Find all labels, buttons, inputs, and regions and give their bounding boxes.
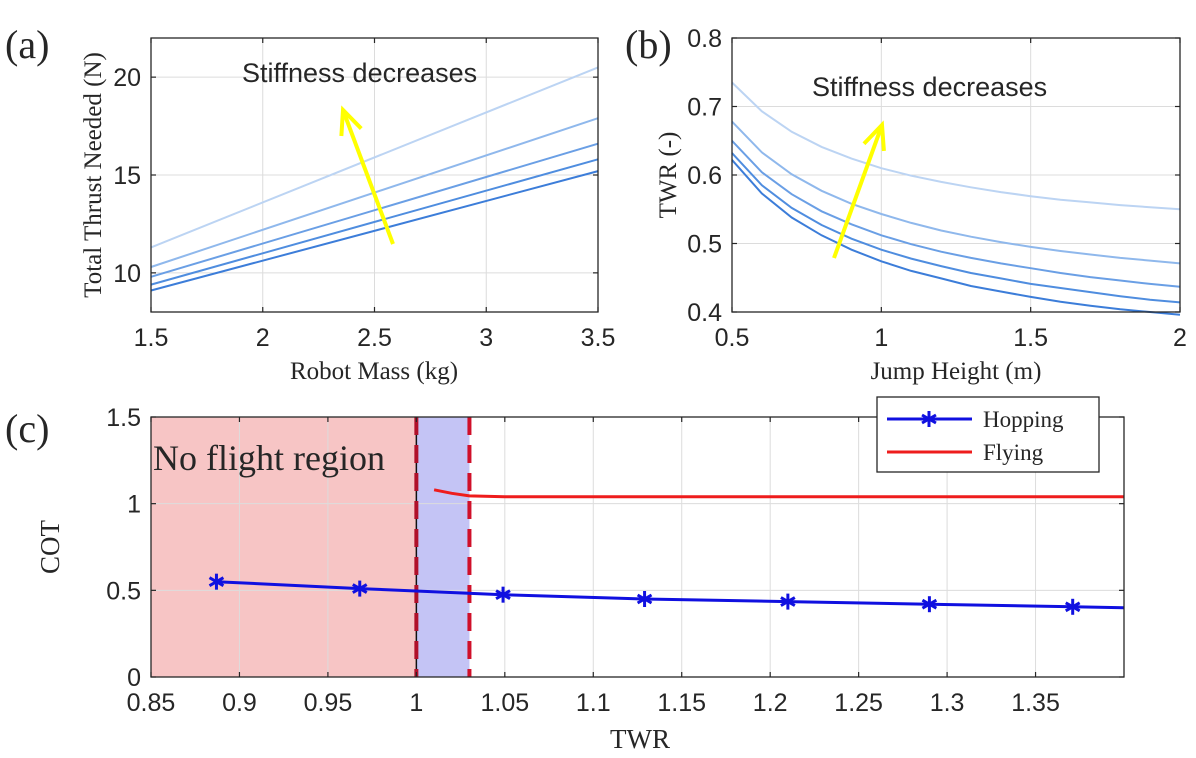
x-tick-label: 2 <box>1173 324 1187 352</box>
y-tick-label: 0.7 <box>687 94 722 122</box>
series-line-1 <box>216 580 1125 610</box>
x-tick-label: 0.85 <box>127 689 176 717</box>
x-tick-label: 1.05 <box>480 689 529 717</box>
y-axis-label: Total Thrust Needed (N) <box>80 52 107 298</box>
y-tick-label: 0.8 <box>687 25 722 53</box>
yellow-arrow-head <box>862 120 886 152</box>
x-tick-label: 2.5 <box>357 324 392 352</box>
x-tick-label: 3.5 <box>581 324 616 352</box>
x-tick-label: 1.1 <box>576 689 611 717</box>
hopping-marker <box>208 573 225 590</box>
x-tick-label: 1 <box>874 324 888 352</box>
legend-marker <box>921 413 937 425</box>
yellow-arrow-shaft <box>832 124 884 259</box>
y-tick-label: 0.5 <box>106 577 141 605</box>
y-axis-label: TWR (-) <box>655 132 682 219</box>
x-tick-label: 1.15 <box>657 689 706 717</box>
hopping-marker <box>780 593 796 610</box>
series-line-5 <box>150 66 599 249</box>
panel-label: (a) <box>5 22 49 67</box>
x-tick-label: 0.9 <box>222 689 257 717</box>
y-axis-label: COT <box>35 519 65 574</box>
x-axis-label: TWR <box>610 724 670 754</box>
panel-label: (c) <box>5 406 49 451</box>
hopping-marker <box>636 591 653 607</box>
y-tick-label: 20 <box>113 64 141 92</box>
x-tick-label: 2 <box>256 324 270 352</box>
x-tick-label: 0.95 <box>304 689 353 717</box>
x-tick-label: 1.5 <box>134 324 169 352</box>
yellow-arrow-head <box>339 105 363 137</box>
x-tick-label: 1.5 <box>1013 324 1048 352</box>
x-axis-label: Jump Height (m) <box>871 358 1042 385</box>
hopping-marker <box>495 586 511 603</box>
x-tick-label: 1.2 <box>753 689 788 717</box>
y-tick-label: 10 <box>113 260 141 288</box>
chart-panel-c: 0.85 0.9 0.95 1 1.05 1.1 1.15 1.2 1.25 1.3 1.35 0 0.… <box>5 396 1125 754</box>
x-tick-label: 1.35 <box>1011 689 1060 717</box>
axes-box <box>150 416 1125 678</box>
y-tick-label: 0.6 <box>687 162 722 190</box>
annotation-text: Stiffness decreases <box>812 72 1047 102</box>
x-tick-label: 1 <box>409 689 423 717</box>
series-line-1 <box>150 170 599 292</box>
region-no-flight <box>151 417 417 677</box>
x-axis-label: Robot Mass (kg) <box>290 358 458 385</box>
y-tick-label: 0.4 <box>687 299 722 327</box>
panel-label: (b) <box>625 22 672 67</box>
legend-box <box>876 396 1100 473</box>
x-tick-label: 0.5 <box>715 324 750 352</box>
yellow-arrow-shaft <box>341 109 395 245</box>
y-tick-label: 1.5 <box>106 404 141 432</box>
x-tick-label: 3 <box>479 324 493 352</box>
region-transition <box>416 417 470 677</box>
series-line-2 <box>731 152 1181 304</box>
series-line-3 <box>150 142 599 278</box>
series-line-4 <box>731 120 1181 265</box>
annotation-text: Stiffness decreases <box>242 58 477 88</box>
y-tick-label: 0.5 <box>687 231 722 259</box>
y-tick-label: 0 <box>127 664 141 692</box>
chart-panel-a: 1.5 2 2.5 3 3.5 10 15 20 Robot Mass (kg) Total Th… <box>5 22 615 385</box>
y-tick-label: 1 <box>127 491 141 519</box>
legend-label-hopping: Hopping <box>983 407 1064 432</box>
hopping-marker <box>352 580 368 597</box>
y-tick-label: 15 <box>113 162 141 190</box>
series-line-5 <box>731 81 1181 211</box>
series-line-1 <box>731 159 1181 316</box>
series-line-2 <box>433 488 1124 499</box>
x-tick-label: 1.25 <box>834 689 883 717</box>
no-flight-region-label: No flight region <box>153 438 385 478</box>
series-line-2 <box>150 158 599 286</box>
series-line-3 <box>731 140 1181 288</box>
hopping-marker <box>1064 598 1081 615</box>
legend-label-flying: Flying <box>983 440 1044 465</box>
hopping-marker <box>921 596 938 613</box>
x-tick-label: 1.3 <box>930 689 965 717</box>
